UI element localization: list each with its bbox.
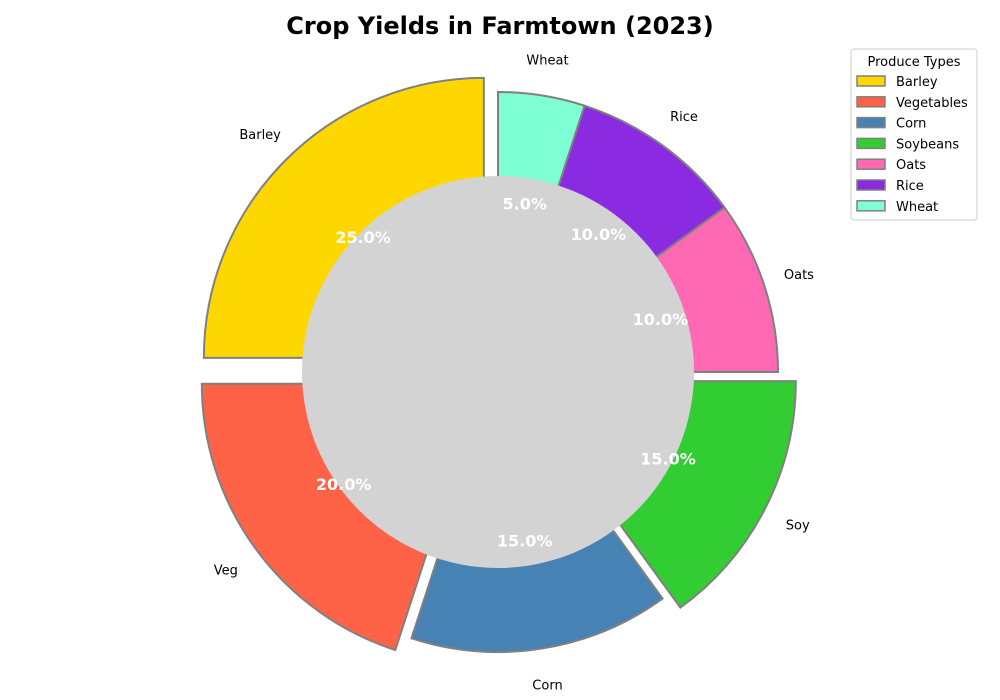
slice-category-label: Oats <box>784 268 814 283</box>
legend-label-vegetables: Vegetables <box>896 96 968 111</box>
legend-label-wheat: Wheat <box>896 200 938 215</box>
slice-percent-label: 10.0% <box>571 225 627 244</box>
legend-frame <box>850 48 978 221</box>
legend-label-oats: Oats <box>896 158 926 173</box>
slice-percent-label: 15.0% <box>640 450 696 469</box>
legend-swatch-wheat <box>856 200 886 212</box>
legend-swatch-oats <box>856 158 886 170</box>
legend-label-rice: Rice <box>896 179 924 194</box>
slice-category-label: Wheat <box>526 53 568 68</box>
legend-swatch-barley <box>856 75 886 87</box>
legend-label-soybeans: Soybeans <box>896 137 959 152</box>
legend-title: Produce Types <box>867 55 960 70</box>
donut-center <box>302 176 694 568</box>
slice-category-label: Barley <box>239 128 281 143</box>
legend-swatch-corn <box>856 116 886 129</box>
legend-label-corn: Corn <box>896 117 926 132</box>
slice-percent-label: 20.0% <box>316 475 372 494</box>
slice-category-label: Rice <box>670 110 698 125</box>
slice-percent-label: 15.0% <box>497 532 553 551</box>
legend-swatch-rice <box>856 179 886 191</box>
slice-category-label: Veg <box>214 564 238 579</box>
slice-percent-label: 10.0% <box>633 310 689 329</box>
legend-label-barley: Barley <box>896 75 938 90</box>
slice-category-label: Corn <box>532 679 562 694</box>
chart-title: Crop Yields in Farmtown (2023) <box>286 12 713 40</box>
slice-percent-label: 5.0% <box>503 194 547 213</box>
legend-swatch-soybeans <box>856 137 886 150</box>
slice-category-label: Soy <box>786 519 810 534</box>
legend: Produce Types Barley Vegetables Corn Soybea… <box>850 48 978 221</box>
legend-swatch-vegetables <box>856 96 886 108</box>
slice-percent-label: 25.0% <box>335 228 391 247</box>
